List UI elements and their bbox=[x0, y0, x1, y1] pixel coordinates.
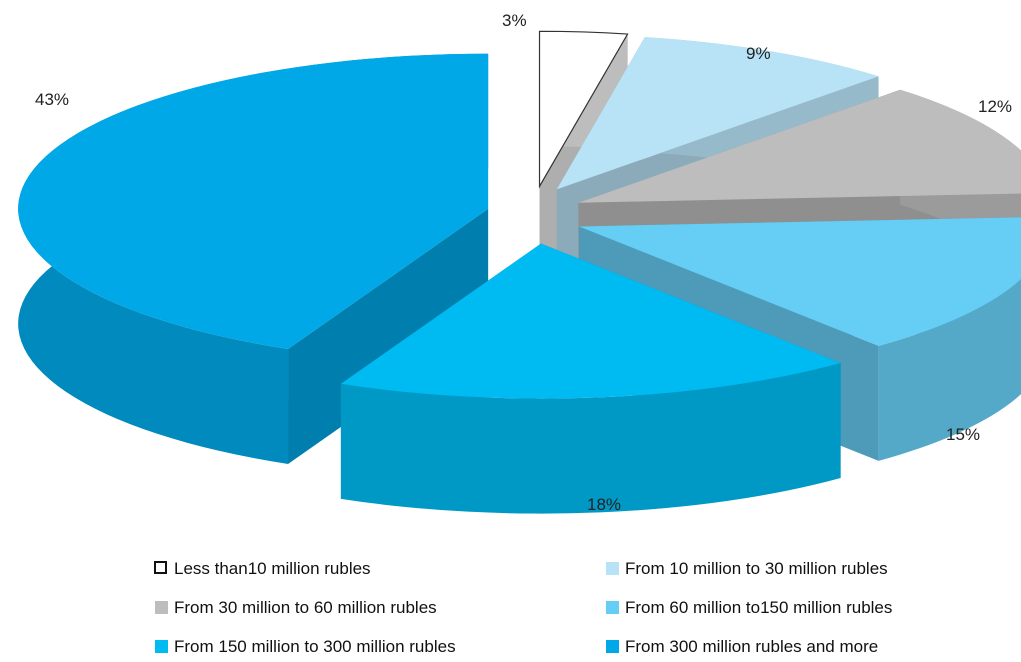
slice-rim bbox=[878, 279, 1021, 461]
legend-item-30-60: From 30 million to 60 million rubles bbox=[155, 598, 437, 617]
slice-top bbox=[538, 30, 629, 189]
legend-swatch bbox=[154, 561, 167, 574]
legend-label: Less than10 million rubles bbox=[174, 559, 371, 578]
legend-label: From 300 million rubles and more bbox=[625, 637, 878, 656]
slice-label-10-30: 9% bbox=[746, 44, 771, 63]
legend-swatch bbox=[606, 562, 619, 575]
legend-label: From 60 million to150 million rubles bbox=[625, 598, 892, 617]
slice-top bbox=[18, 53, 489, 349]
slice-150-300 bbox=[340, 243, 841, 514]
legend-item-300plus: From 300 million rubles and more bbox=[606, 637, 878, 656]
slice-label-lt10: 3% bbox=[502, 11, 527, 30]
legend-swatch bbox=[155, 640, 168, 653]
legend-item-lt10: Less than10 million rubles bbox=[154, 559, 371, 578]
legend: Less than10 million rubles From 10 milli… bbox=[154, 559, 892, 656]
legend-item-150-300: From 150 million to 300 million rubles bbox=[155, 637, 456, 656]
slice-top bbox=[579, 217, 1021, 346]
slice-top bbox=[556, 37, 879, 190]
slice-label-150-300: 18% bbox=[587, 495, 621, 514]
pie-slices bbox=[18, 30, 1021, 514]
slice-top bbox=[340, 243, 841, 399]
legend-label: From 10 million to 30 million rubles bbox=[625, 559, 888, 578]
legend-swatch bbox=[155, 601, 168, 614]
slice-rim bbox=[340, 363, 841, 514]
slice-label-300plus: 43% bbox=[35, 90, 69, 109]
slice-label-30-60: 12% bbox=[978, 97, 1012, 116]
legend-label: From 150 million to 300 million rubles bbox=[174, 637, 456, 656]
slice-top bbox=[578, 89, 1021, 203]
legend-label: From 30 million to 60 million rubles bbox=[174, 598, 437, 617]
legend-item-60-150: From 60 million to150 million rubles bbox=[606, 598, 892, 617]
slice-300plus bbox=[18, 53, 489, 464]
legend-item-10-30: From 10 million to 30 million rubles bbox=[606, 559, 888, 578]
slice-wall bbox=[288, 208, 489, 464]
slice-label-60-150: 15% bbox=[946, 425, 980, 444]
legend-swatch bbox=[606, 601, 619, 614]
value-labels: 3% 9% 12% 15% 18% 43% bbox=[35, 11, 1012, 514]
legend-swatch bbox=[606, 640, 619, 653]
